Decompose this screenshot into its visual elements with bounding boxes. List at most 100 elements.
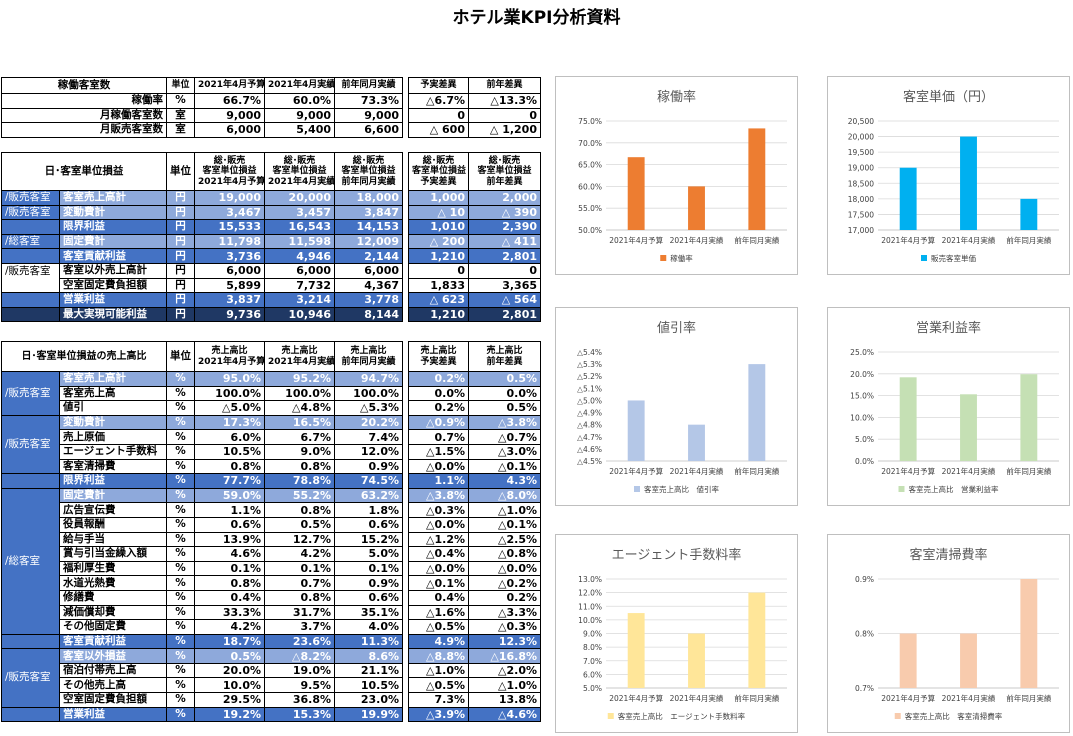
value-cell: △8.2% bbox=[264, 648, 335, 664]
value-cell: 14,153 bbox=[334, 219, 403, 235]
unit-cell: % bbox=[166, 546, 195, 562]
bar-1 bbox=[627, 613, 645, 688]
value-cell: △16.8% bbox=[468, 648, 541, 664]
value-cell: 11,598 bbox=[264, 233, 335, 250]
value-cell: 9,000 bbox=[194, 107, 265, 124]
column-gap bbox=[402, 590, 409, 605]
unit-cell: 円 bbox=[166, 306, 195, 323]
row-label: 客室貢献利益 bbox=[59, 248, 167, 264]
value-cell: △ 411 bbox=[468, 233, 541, 250]
legend-label: 客室売上高比 エージェント手数料率 bbox=[618, 711, 746, 721]
column-gap bbox=[402, 575, 409, 591]
column-gap bbox=[402, 429, 409, 445]
column-gap bbox=[402, 444, 409, 460]
y-tick-label: 60.0% bbox=[578, 182, 602, 191]
value-cell: 0.1% bbox=[334, 560, 403, 577]
value-cell: 36.8% bbox=[264, 692, 335, 708]
unit-cell: % bbox=[166, 385, 195, 402]
value-cell: 0.1% bbox=[194, 560, 265, 577]
value-cell: △6.7% bbox=[408, 93, 469, 109]
unit-cell: 円 bbox=[166, 219, 195, 235]
value-cell: △ 10 bbox=[408, 204, 469, 221]
row-label: 修繕費 bbox=[59, 589, 167, 606]
chart-cleaning-cost-rate: 客室清掃費率 0.7% 0.8% 0.9% 2021年4月予算 2021年4月実績 前年同月… bbox=[827, 534, 1070, 733]
value-cell: 16.5% bbox=[264, 414, 335, 431]
table-row: 限界利益円 15,533 16,543 14,153 1,010 2,390 bbox=[1, 219, 541, 235]
y-tick-label: 0.9% bbox=[855, 575, 874, 584]
value-cell: 33.3% bbox=[194, 604, 265, 621]
value-cell: 12,009 bbox=[334, 233, 403, 250]
value-cell: 0.4% bbox=[408, 589, 469, 606]
value-cell: 1,210 bbox=[408, 306, 469, 323]
value-cell: 5,899 bbox=[194, 277, 265, 294]
row-label: 変動費計 bbox=[59, 204, 167, 221]
y-tick-label: 0.0% bbox=[855, 457, 874, 466]
value-cell: 0.0% bbox=[408, 385, 469, 402]
table-row: 広告宣伝費% 1.1% 0.8% 1.8% △0.3% △1.0% bbox=[2, 502, 541, 518]
table-row: 空室固定費負担額% 29.5% 36.8% 23.0% 7.3% 13.8% bbox=[2, 692, 541, 708]
x-tick-label: 2021年4月実績 bbox=[670, 235, 724, 245]
value-cell: 17.3% bbox=[194, 414, 265, 431]
row-label: その他売上高 bbox=[59, 677, 167, 694]
value-cell: 11,798 bbox=[194, 233, 265, 250]
y-tick-label: 0.8% bbox=[855, 630, 874, 639]
y-tick-label: 19,000 bbox=[848, 164, 874, 173]
column-gap bbox=[402, 561, 409, 576]
chart-title: エージェント手数料率 bbox=[612, 547, 742, 563]
column-header: 総･販売 客室単位損益 前年同月実績 bbox=[334, 152, 403, 191]
value-cell: 9.0% bbox=[264, 443, 335, 460]
unit-cell: % bbox=[166, 589, 195, 606]
value-cell: 19.2% bbox=[194, 706, 265, 723]
y-tick-label: △4.8% bbox=[577, 421, 602, 430]
value-cell: 31.7% bbox=[264, 604, 335, 621]
column-header: 売上高比 2021年4月実績 bbox=[264, 341, 335, 372]
value-cell: △0.1% bbox=[468, 516, 541, 533]
row-label: エージェント手数料 bbox=[59, 443, 167, 460]
column-gap bbox=[402, 152, 409, 191]
value-cell: 3,778 bbox=[334, 292, 403, 308]
unit-cell: % bbox=[166, 473, 195, 489]
unit-cell: % bbox=[166, 371, 195, 387]
value-cell: 1.8% bbox=[334, 502, 403, 518]
value-cell: 1,210 bbox=[408, 248, 469, 264]
legend-label: 客室売上高比 客室清掃費率 bbox=[905, 711, 1003, 721]
bar-3 bbox=[1020, 374, 1038, 461]
sales-ratio-table: 日･客室単位損益の売上高比 単位 売上高比 2021年4月予算 売上高比 2021年4月実… bbox=[1, 341, 541, 723]
value-cell: 5,400 bbox=[264, 122, 335, 138]
unit-cell: % bbox=[166, 706, 195, 723]
row-label: 固定費計 bbox=[59, 233, 167, 250]
value-cell: 18,000 bbox=[334, 190, 403, 206]
unit-cell: 円 bbox=[166, 262, 195, 279]
column-gap bbox=[402, 263, 409, 279]
y-tick-label: 75.0% bbox=[578, 117, 602, 126]
table-row: 客室貢献利益% 18.7% 23.6% 11.3% 4.9% 12.3% bbox=[1, 633, 541, 650]
y-tick-label: 13.0% bbox=[578, 575, 602, 584]
value-cell: △0.2% bbox=[468, 575, 541, 591]
value-cell: △3.0% bbox=[468, 443, 541, 460]
value-cell: 6,000 bbox=[334, 262, 403, 279]
unit-cell: % bbox=[166, 414, 195, 431]
value-cell: 0.6% bbox=[334, 516, 403, 533]
value-cell: 2,801 bbox=[468, 248, 541, 264]
unit-cell: 室 bbox=[166, 122, 195, 138]
table-row: /販売客室 変動費計% 17.3% 16.5% 20.2% △0.9% △3.8% bbox=[1, 414, 541, 475]
value-cell: △ 623 bbox=[408, 292, 469, 308]
value-cell: 9.5% bbox=[264, 677, 335, 694]
value-cell: 10.5% bbox=[334, 677, 403, 694]
value-cell: 3,214 bbox=[264, 292, 335, 308]
row-label: 福利厚生費 bbox=[59, 560, 167, 577]
value-cell: 100.0% bbox=[334, 385, 403, 402]
value-cell: △ 564 bbox=[468, 292, 541, 308]
table-row: 客室貢献利益円 3,736 4,946 2,144 1,210 2,801 bbox=[1, 248, 541, 264]
y-tick-label: 7.0% bbox=[583, 657, 602, 666]
table-header: 日･客室単位損益の売上高比 単位 売上高比 2021年4月予算 売上高比 2021年4月実… bbox=[1, 341, 541, 372]
value-cell: 66.7% bbox=[194, 93, 265, 109]
value-cell: 1,000 bbox=[408, 190, 469, 206]
value-cell: 0.6% bbox=[334, 589, 403, 606]
row-label: 客室売上高計 bbox=[59, 190, 167, 206]
category-cell: /販売客室 bbox=[1, 371, 60, 416]
value-cell: 15.3% bbox=[264, 706, 335, 723]
table-row: 水道光熱費% 0.8% 0.7% 0.9% △0.1% △0.2% bbox=[2, 575, 541, 591]
value-cell: 21.1% bbox=[334, 662, 403, 679]
y-tick-label: △5.2% bbox=[577, 372, 602, 381]
